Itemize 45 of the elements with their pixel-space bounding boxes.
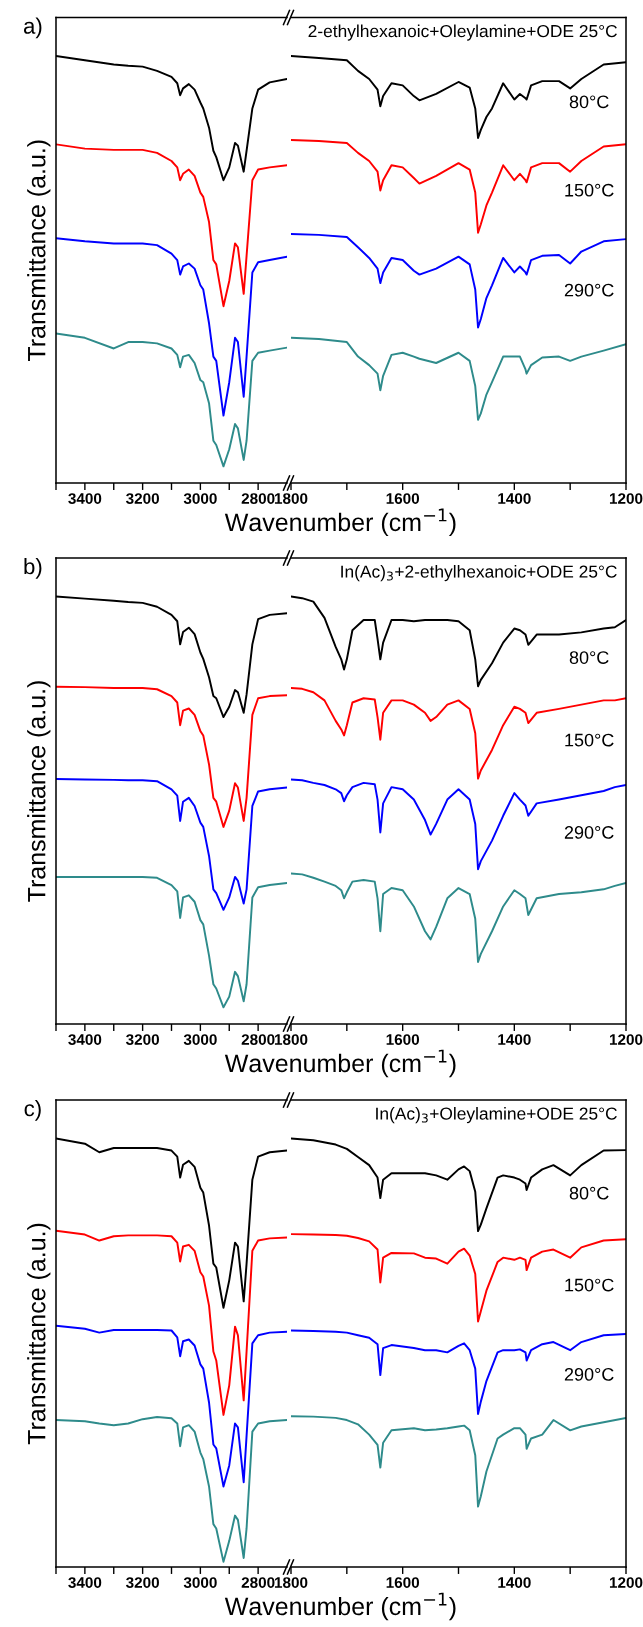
x-tick-label: 1200: [609, 1577, 643, 1588]
chart-title: 2-ethylhexanoic+Oleylamine+ODE 25°C: [308, 24, 617, 41]
x-axis-title: Wavenumber (cm$^{−1}$): [224, 508, 456, 537]
x-tick-label: 1400: [498, 1577, 531, 1588]
x-tick-label: 1200: [609, 1034, 643, 1045]
x-tick-label: 1600: [386, 493, 420, 504]
x-tick-label: 1800: [274, 1577, 308, 1588]
x-axis-title: Wavenumber (cm$^{−1}$): [224, 1592, 456, 1621]
x-tick-label: 3200: [125, 493, 159, 504]
text: a): [23, 17, 42, 39]
chart-title: In(Ac)$_{3}$+Oleylamine+ODE 25°C: [376, 1107, 617, 1124]
x-axis-title: Wavenumber (cm$^{−1}$): [224, 1049, 456, 1078]
annotation: 80°C: [569, 651, 609, 664]
annotation: 150°C: [565, 183, 614, 197]
x-tick-label: 1200: [609, 493, 643, 504]
x-tick-label: 3400: [68, 493, 102, 504]
x-tick-label: 1800: [274, 493, 308, 504]
x-tick-label: 2800: [241, 1577, 275, 1588]
x-tick-label: 1400: [498, 1034, 531, 1045]
annotation: 150°C: [565, 1278, 614, 1292]
x-tick-label: 1800: [274, 1034, 308, 1045]
x-tick-label: 3400: [68, 1034, 102, 1045]
x-tick-label: 1600: [386, 1577, 420, 1588]
x-tick-label: 3000: [183, 1577, 217, 1588]
annotation: 290°C: [564, 283, 614, 297]
x-tick-label: 3200: [125, 1034, 159, 1045]
x-tick-label: 3400: [68, 1577, 102, 1588]
annotation: 80°C: [569, 1186, 609, 1200]
annotation: 290°C: [564, 826, 614, 839]
y-axis-title: Transmittance (a.u.): [27, 140, 51, 362]
x-tick-label: 3200: [125, 1577, 159, 1588]
annotation: 150°C: [565, 733, 614, 747]
x-tick-label: 1600: [386, 1034, 420, 1045]
x-tick-label: 2800: [241, 493, 275, 504]
y-axis-title: Transmittance (a.u.): [27, 681, 51, 902]
x-tick-label: 3000: [183, 493, 217, 504]
annotation: 80°C: [569, 95, 609, 109]
chart-title: In(Ac)$_{3}$+2-ethylhexanoic+ODE 25°C: [341, 564, 617, 582]
y-axis-title: Transmittance (a.u.): [27, 1223, 51, 1445]
x-tick-label: 1400: [498, 493, 531, 504]
x-tick-label: 2800: [241, 1034, 275, 1045]
text: b): [24, 558, 42, 579]
text: c): [24, 1100, 41, 1121]
annotation: 290°C: [564, 1367, 614, 1381]
x-tick-label: 3000: [183, 1034, 217, 1045]
